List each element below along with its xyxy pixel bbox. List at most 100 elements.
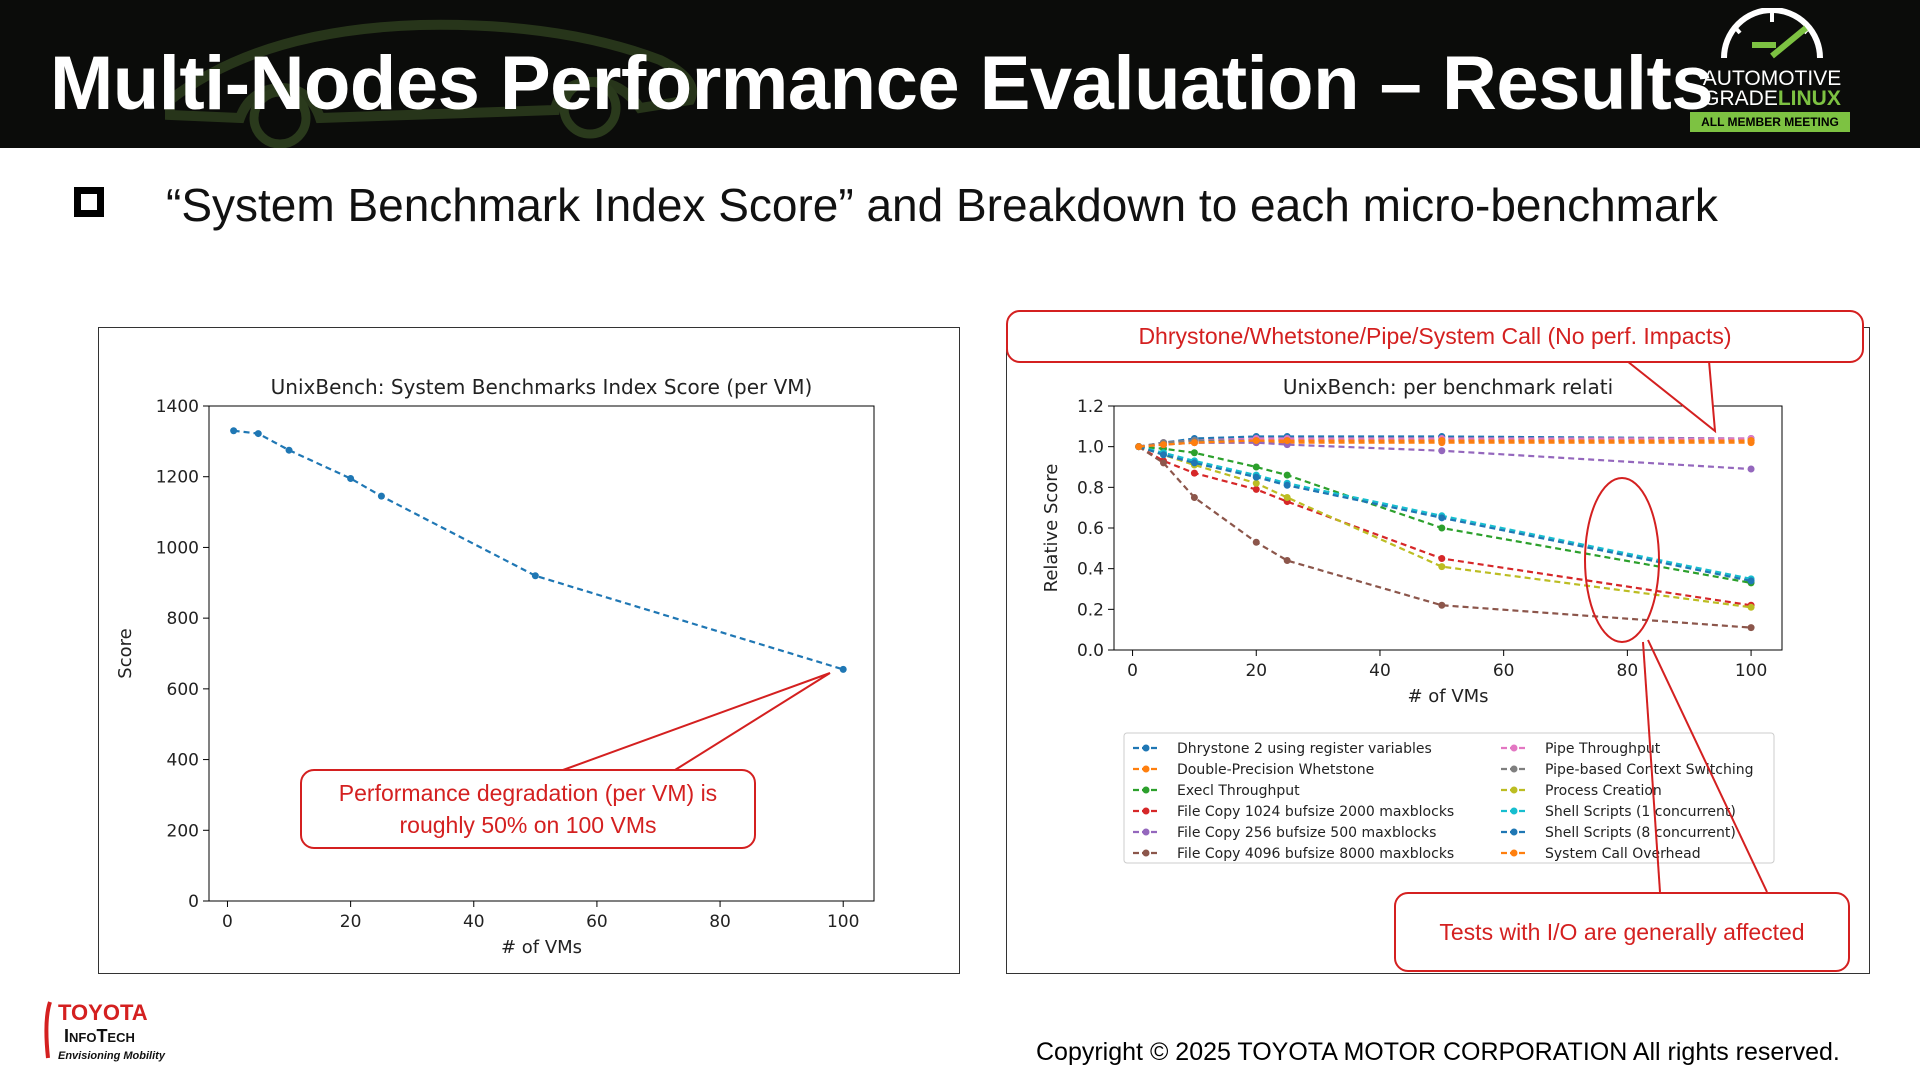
index-score-chart: UnixBench: System Benchmarks Index Score… xyxy=(115,375,875,958)
data-point xyxy=(1438,437,1446,445)
x-axis-label: # of VMs xyxy=(1407,686,1488,707)
legend-label: File Copy 4096 bufsize 8000 maxblocks xyxy=(1177,846,1454,862)
agl-logo: AUTOMOTIVE GRADELINUX ALL MEMBER MEETING xyxy=(1682,8,1862,136)
data-point xyxy=(1283,471,1291,479)
data-point xyxy=(1190,469,1198,477)
legend-label: Execl Throughput xyxy=(1177,783,1300,799)
car-silhouette-decoration xyxy=(165,19,697,148)
data-point xyxy=(1747,577,1755,585)
data-point xyxy=(1438,601,1446,609)
x-tick-label: 80 xyxy=(709,912,731,932)
data-point xyxy=(1159,459,1167,467)
y-tick-label: 0.6 xyxy=(1077,519,1104,539)
x-tick-label: 40 xyxy=(463,912,485,932)
y-tick-label: 1.2 xyxy=(1077,397,1104,417)
data-point xyxy=(1283,557,1291,565)
legend-label: Pipe-based Context Switching xyxy=(1545,762,1754,778)
data-point xyxy=(1252,437,1260,445)
right-chart-frame: UnixBench: per benchmark relati 0 20 40 60 80… xyxy=(1006,327,1870,974)
left-chart-frame: UnixBench: System Benchmarks Index Score… xyxy=(98,327,960,974)
bottom-callout: Tests with I/O are generally affected xyxy=(1394,892,1850,972)
data-point xyxy=(1747,437,1755,445)
data-point xyxy=(1252,473,1260,481)
data-point xyxy=(1438,563,1446,571)
legend-label: Dhrystone 2 using register variables xyxy=(1177,741,1432,757)
y-tick-label: 200 xyxy=(167,821,199,841)
x-tick-label: 100 xyxy=(827,912,859,932)
x-tick-label: 100 xyxy=(1735,661,1767,681)
legend-label: Process Creation xyxy=(1545,783,1662,799)
chart-title: UnixBench: System Benchmarks Index Score… xyxy=(271,375,813,399)
y-axis-label: Relative Score xyxy=(1041,464,1062,593)
data-point xyxy=(1283,494,1291,501)
legend-marker xyxy=(1142,744,1150,752)
legend-marker xyxy=(1142,849,1150,857)
data-point xyxy=(1190,449,1198,457)
legend-marker xyxy=(1510,744,1518,752)
y-tick-label: 0 xyxy=(188,892,199,912)
top-callout-pointer xyxy=(1626,360,1717,434)
slide-title: Multi-Nodes Performance Evaluation – Res… xyxy=(50,41,1714,126)
legend-marker xyxy=(1142,786,1150,794)
data-point xyxy=(347,474,355,482)
legend-marker xyxy=(1510,807,1518,815)
data-point xyxy=(1438,447,1446,455)
y-tick-label: 1200 xyxy=(156,468,199,488)
bullet-text: “System Benchmark Index Score” and Break… xyxy=(166,179,1718,231)
left-callout-pointer xyxy=(562,672,831,771)
y-tick-label: 0.4 xyxy=(1077,560,1104,580)
legend-marker xyxy=(1142,765,1150,773)
data-point xyxy=(1438,524,1446,532)
data-point xyxy=(531,572,539,580)
left-callout: Performance degradation (per VM) is roug… xyxy=(300,769,756,849)
data-point xyxy=(1159,441,1167,449)
data-point xyxy=(1190,494,1198,501)
data-point xyxy=(230,427,238,435)
x-tick-label: 40 xyxy=(1369,661,1391,681)
relative-score-chart: UnixBench: per benchmark relati 0 20 40 60 80… xyxy=(1041,375,1783,864)
y-tick-label: 400 xyxy=(167,751,199,771)
data-point xyxy=(285,446,293,454)
legend-label: Pipe Throughput xyxy=(1545,741,1661,757)
data-point xyxy=(1190,439,1198,447)
data-point xyxy=(1438,555,1446,562)
x-tick-label: 20 xyxy=(340,912,362,932)
legend-marker xyxy=(1510,828,1518,836)
x-axis-label: # of VMs xyxy=(501,937,582,958)
y-axis-label: Score xyxy=(115,628,136,678)
toyota-logo-text: TOYOTA xyxy=(58,1000,148,1025)
agl-logo-line1: AUTOMOTIVE xyxy=(1702,67,1842,90)
infotech-logo-text: InfoTech xyxy=(64,1026,135,1046)
y-tick-label: 800 xyxy=(167,609,199,629)
legend-marker xyxy=(1142,807,1150,815)
legend-label: Shell Scripts (8 concurrent) xyxy=(1545,825,1736,841)
data-point xyxy=(1283,437,1291,445)
data-point xyxy=(839,665,847,673)
data-point xyxy=(377,492,385,500)
legend-marker xyxy=(1510,765,1518,773)
data-point xyxy=(1747,603,1755,611)
chart-title: UnixBench: per benchmark relati xyxy=(1283,375,1613,399)
x-tick-label: 60 xyxy=(586,912,608,932)
data-point xyxy=(254,430,262,438)
legend-marker xyxy=(1510,849,1518,857)
data-point xyxy=(1747,624,1755,632)
x-tick-label: 80 xyxy=(1617,661,1639,681)
data-point xyxy=(1747,465,1755,473)
data-point xyxy=(1252,538,1260,546)
bottom-callout-pointer-b xyxy=(1647,639,1768,893)
legend-marker xyxy=(1510,786,1518,794)
plot-area-border xyxy=(208,405,875,902)
legend-label: File Copy 1024 bufsize 2000 maxblocks xyxy=(1177,804,1454,820)
data-point xyxy=(1252,479,1260,487)
y-tick-label: 0.0 xyxy=(1077,641,1104,661)
gauge-icon xyxy=(1721,8,1823,59)
highlight-ellipse xyxy=(1584,477,1660,643)
data-point xyxy=(1159,451,1167,459)
y-tick-label: 0.8 xyxy=(1077,478,1104,498)
agl-logo-line2: GRADELINUX xyxy=(1703,87,1841,110)
agl-logo-band: ALL MEMBER MEETING xyxy=(1690,112,1850,132)
x-tick-label: 20 xyxy=(1245,661,1267,681)
legend-label: Double-Precision Whetstone xyxy=(1177,762,1374,778)
